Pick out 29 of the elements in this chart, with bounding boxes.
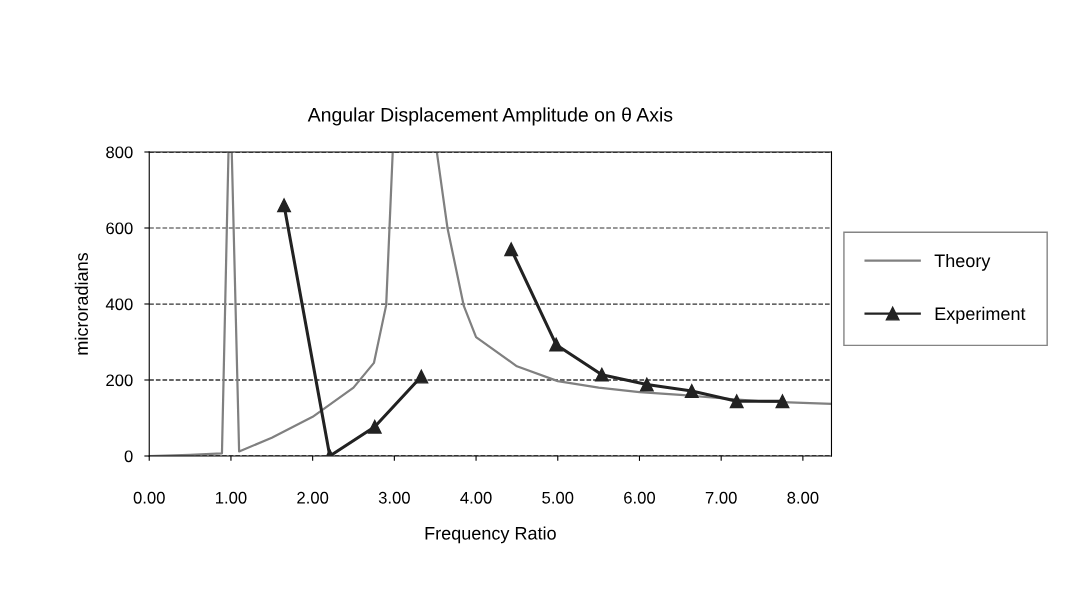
x-tick-label: 5.00 xyxy=(542,491,574,504)
point xyxy=(594,367,609,382)
point xyxy=(414,369,429,384)
point xyxy=(367,419,382,434)
x-axis-title: Frequency Ratio xyxy=(425,526,556,544)
point xyxy=(775,394,790,409)
y-tick-label: 400 xyxy=(105,298,133,311)
x-tick-label: 1.00 xyxy=(216,491,247,504)
point xyxy=(549,337,564,352)
x-tick-label: 7.00 xyxy=(705,491,737,504)
x-tick-label: 4.00 xyxy=(460,491,492,504)
x-tick-label: 6.00 xyxy=(624,491,656,504)
chart-title: Angular Displacement Amplitude on θ Axis xyxy=(307,107,673,126)
point xyxy=(729,394,744,409)
point xyxy=(639,377,654,392)
x-tick-label: 2.00 xyxy=(297,491,329,504)
y-tick-label: 800 xyxy=(106,146,133,159)
y-tick-label: 200 xyxy=(106,374,133,387)
x-tick-label: 8.00 xyxy=(787,491,819,504)
point xyxy=(684,384,699,398)
y-tick-label: 0 xyxy=(124,450,133,463)
legend-label: Experiment xyxy=(935,306,1026,324)
x-tick-label: 0.00 xyxy=(133,491,165,504)
point xyxy=(504,242,519,257)
legend-label: Theory xyxy=(934,253,991,271)
point xyxy=(277,198,291,213)
x-tick-label: 3.00 xyxy=(378,491,410,504)
y-axis-title: microradians xyxy=(74,252,89,355)
y-tick-label: 600 xyxy=(106,222,133,235)
